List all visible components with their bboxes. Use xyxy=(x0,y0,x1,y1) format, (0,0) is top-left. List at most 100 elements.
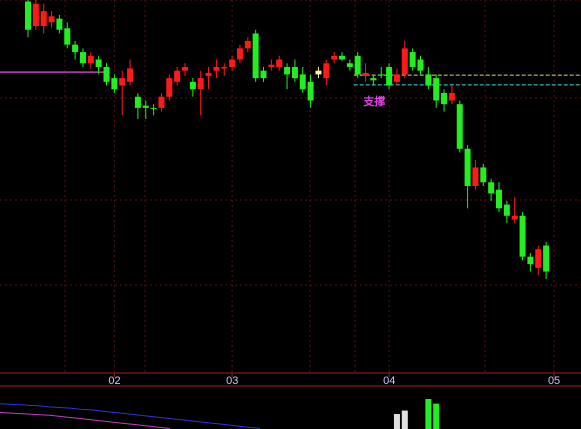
candle-body xyxy=(441,93,448,105)
candle xyxy=(543,241,550,279)
candle xyxy=(236,44,243,64)
candle xyxy=(103,63,110,86)
candle xyxy=(25,0,31,38)
grid xyxy=(0,0,581,372)
candle xyxy=(401,40,408,79)
candle xyxy=(205,66,212,90)
candle-body xyxy=(134,96,141,108)
candle-body xyxy=(472,167,479,186)
candle xyxy=(441,89,448,112)
candle-body xyxy=(511,215,518,220)
candle-body xyxy=(299,74,306,90)
candle-body xyxy=(111,78,118,90)
candle-body xyxy=(25,1,31,30)
candle xyxy=(519,212,526,261)
candle-body xyxy=(339,55,345,60)
x-tick-label: 05 xyxy=(548,375,560,387)
candle-body xyxy=(150,107,157,109)
volume-bar xyxy=(433,403,440,429)
candle-body xyxy=(197,78,204,90)
candle-body xyxy=(189,81,196,90)
candle-body xyxy=(448,93,455,101)
candle xyxy=(260,66,267,82)
candle-body xyxy=(79,52,86,64)
candle-body xyxy=(166,78,173,97)
candle xyxy=(166,74,173,101)
volume-panel xyxy=(0,399,440,429)
candle-body xyxy=(323,63,330,79)
x-tick-label: 03 xyxy=(226,375,238,387)
candle-body xyxy=(291,66,298,79)
candle xyxy=(307,74,314,108)
candle xyxy=(511,197,518,224)
candle xyxy=(95,55,102,75)
candle xyxy=(213,59,220,79)
candle-body xyxy=(370,78,377,81)
candle xyxy=(221,63,228,76)
candle-body xyxy=(496,189,502,209)
candle xyxy=(527,252,534,272)
candle-body xyxy=(182,66,188,71)
candle-body xyxy=(480,167,487,183)
candle-body xyxy=(40,11,47,27)
candle-body xyxy=(229,59,236,67)
volume-bar xyxy=(425,399,432,429)
candle-body xyxy=(433,78,440,101)
candle-body xyxy=(488,182,495,194)
candle-body xyxy=(236,48,243,60)
candle xyxy=(370,74,377,86)
candle-body xyxy=(362,72,369,76)
candle xyxy=(197,70,204,116)
candle-body xyxy=(284,66,291,75)
candle-body xyxy=(276,59,283,67)
candle xyxy=(339,52,345,62)
candle xyxy=(229,55,236,71)
candle xyxy=(111,74,118,93)
candle-body xyxy=(56,18,63,30)
candle xyxy=(496,182,502,213)
candle xyxy=(315,66,322,79)
candle xyxy=(244,37,251,53)
x-tick-label: 04 xyxy=(383,375,395,387)
candle xyxy=(150,104,157,116)
candle-body xyxy=(158,96,165,108)
candle xyxy=(87,52,94,69)
candle-body xyxy=(174,70,181,82)
candle-body xyxy=(393,74,400,82)
x-axis: 02 03 04 05 xyxy=(0,372,581,387)
candle xyxy=(362,63,369,82)
candle-body xyxy=(409,52,416,67)
candle-body xyxy=(535,249,542,268)
candle xyxy=(182,63,188,76)
candle xyxy=(56,14,63,34)
candle xyxy=(448,85,455,105)
candle xyxy=(134,93,141,120)
candle xyxy=(354,52,361,79)
candle-body xyxy=(378,74,385,76)
candle xyxy=(425,66,432,90)
candle-body xyxy=(72,44,79,53)
candle-body xyxy=(331,55,338,60)
candles xyxy=(25,0,550,279)
candle-body xyxy=(386,66,393,86)
candle-body xyxy=(401,48,408,75)
candle xyxy=(480,163,487,186)
indicator-line xyxy=(0,412,171,429)
candle xyxy=(535,245,542,276)
candle xyxy=(119,70,126,116)
candle-body xyxy=(221,66,228,69)
candle-body xyxy=(354,55,361,75)
candle-body xyxy=(456,104,463,149)
candle xyxy=(386,63,393,90)
candle-body xyxy=(32,3,39,27)
candle xyxy=(433,74,440,108)
candle xyxy=(276,55,283,71)
candle-body xyxy=(87,55,94,64)
candle xyxy=(417,55,424,75)
candle-body xyxy=(346,63,353,67)
candle xyxy=(79,48,86,67)
candle xyxy=(142,100,149,120)
candle-body xyxy=(464,148,471,186)
candle xyxy=(378,66,385,79)
